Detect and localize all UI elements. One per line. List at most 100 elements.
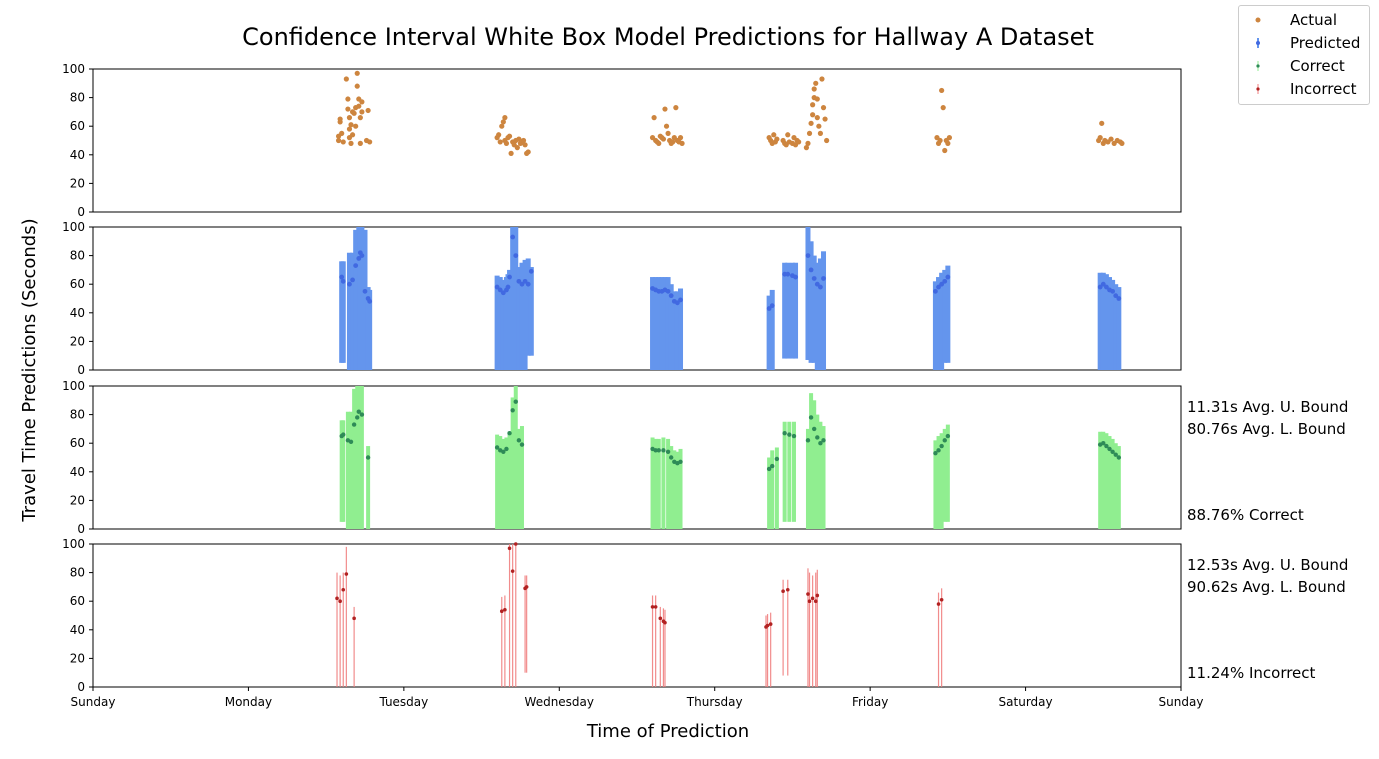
data-point [528, 268, 534, 274]
interval-band [495, 434, 500, 529]
data-point [507, 430, 512, 436]
legend-item-actual: Actual [1239, 9, 1369, 31]
data-point [936, 284, 941, 290]
data-point [500, 290, 506, 296]
data-point [785, 587, 790, 592]
y-tick-label: 0 [77, 680, 85, 694]
y-tick-label: 60 [70, 277, 85, 291]
data-point [499, 609, 504, 614]
data-point [516, 438, 522, 443]
interval-band [821, 251, 827, 370]
interval-band [524, 575, 526, 673]
data-point [359, 99, 365, 105]
data-point [1099, 120, 1105, 126]
interval-band [815, 572, 817, 687]
data-point [522, 142, 528, 148]
data-point [808, 267, 814, 273]
interval-band [656, 277, 662, 370]
y-tick-label: 0 [77, 363, 85, 377]
interval-band [350, 252, 356, 370]
data-point [367, 298, 373, 304]
interval-band [345, 546, 347, 687]
data-point [808, 120, 814, 126]
data-point [668, 455, 674, 460]
interval-band [811, 255, 817, 363]
interval-band [936, 277, 942, 370]
data-point [525, 149, 531, 155]
interval-band [675, 451, 680, 529]
data-point [354, 70, 360, 76]
interval-band [770, 612, 772, 687]
data-point [1113, 293, 1119, 299]
y-tick-label: 60 [70, 594, 85, 608]
interval-band [662, 277, 668, 370]
data-point [771, 132, 777, 138]
data-point [820, 105, 827, 111]
data-point [822, 116, 828, 122]
y-tick-label: 0 [77, 205, 85, 219]
data-point [824, 137, 830, 144]
interval-band [793, 262, 799, 359]
legend-label-correct: Correct [1290, 57, 1345, 75]
interval-band [808, 572, 811, 687]
interval-band [522, 259, 528, 370]
data-point [806, 592, 810, 596]
data-point [344, 572, 349, 576]
interval-band [662, 608, 665, 687]
data-point [359, 109, 365, 115]
interval-band [512, 544, 514, 687]
interval-band [672, 450, 677, 529]
data-point [513, 399, 518, 404]
interval-band [769, 289, 775, 370]
y-tick-label: 20 [70, 334, 85, 348]
interval-band [519, 426, 524, 529]
data-point [766, 306, 772, 311]
interval-band [817, 258, 823, 370]
interval-band [1113, 443, 1118, 529]
interval-band [766, 614, 769, 687]
interval-band [528, 267, 534, 356]
data-point [810, 102, 816, 108]
data-point [343, 76, 349, 82]
data-point [351, 422, 357, 427]
data-point [663, 620, 667, 625]
interval-band [352, 388, 357, 529]
data-point [1101, 441, 1106, 446]
data-point [787, 432, 792, 437]
interval-band [808, 241, 814, 363]
data-point [811, 86, 817, 92]
data-point [1104, 443, 1109, 449]
data-point [352, 616, 356, 621]
data-point [945, 433, 951, 439]
interval-band [655, 595, 657, 687]
data-point [520, 137, 527, 144]
y-tick-label: 80 [70, 249, 85, 263]
data-point [1100, 281, 1106, 287]
data-point [499, 123, 505, 129]
incorrect-upper-bound-annotation: 12.53s Avg. U. Bound [1187, 556, 1348, 574]
interval-band [346, 252, 352, 370]
interval-band [661, 437, 666, 529]
interval-band [782, 262, 788, 359]
data-point [345, 96, 351, 102]
data-point [503, 140, 510, 146]
data-point [357, 140, 363, 146]
legend-item-correct: Correct [1239, 55, 1369, 77]
interval-band [945, 265, 951, 363]
data-point [346, 126, 353, 132]
panel-frame [92, 68, 1182, 213]
interval-band [665, 277, 671, 370]
data-point [803, 145, 810, 151]
interval-band [669, 446, 674, 529]
data-point [353, 263, 359, 269]
data-point [504, 446, 509, 452]
data-point [348, 122, 354, 128]
interval-band [1107, 436, 1112, 529]
interval-band [513, 227, 519, 370]
data-point [661, 448, 666, 453]
data-point [510, 234, 516, 240]
data-point [673, 105, 679, 111]
data-point [933, 451, 938, 456]
data-point [668, 293, 674, 299]
interval-band [353, 229, 359, 370]
